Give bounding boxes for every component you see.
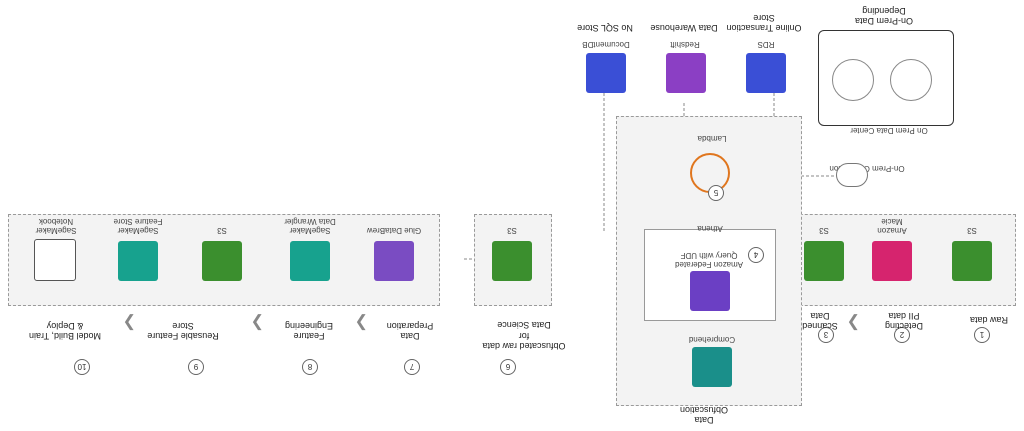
- oltp-store-label: Online Transaction Store: [726, 12, 802, 33]
- step-10-badge: 10: [74, 359, 90, 375]
- s3-ds-label: S3: [507, 226, 517, 235]
- lambda-label: Lambda: [697, 134, 727, 143]
- rds-label: RDS: [757, 40, 775, 49]
- step-4-label: Data Obfuscation: [679, 404, 729, 425]
- feature-store-label: SageMaker Feature Store: [113, 216, 163, 235]
- notebook-label: SageMaker Notebook: [35, 216, 77, 235]
- step-4-badge: 4: [748, 247, 764, 263]
- documentdb-icon: [586, 53, 626, 93]
- step-1-badge: 1: [974, 327, 990, 343]
- feature-store-icon: [118, 241, 158, 281]
- step-6-label: Obfuscated raw data for Data Science: [482, 320, 566, 351]
- glue-databrew-label: Glue DataBrew: [366, 226, 422, 235]
- cloud-icon: [836, 163, 868, 187]
- data-warehouse-label: Data Warehouse: [650, 23, 718, 33]
- notebook-icon: [34, 239, 76, 281]
- step-5-badge: 5: [708, 185, 724, 201]
- step-8-badge: 8: [302, 359, 318, 375]
- onprem-db-icon-1: [890, 59, 932, 101]
- redshift-icon: [666, 53, 706, 93]
- comprehend-icon: [692, 347, 732, 387]
- data-wrangler-label: SageMaker Data Wrangler: [284, 216, 336, 235]
- athena-icon: [690, 271, 730, 311]
- step-3-label: Scanned Data: [802, 310, 838, 331]
- s3-fs-label: S3: [217, 226, 227, 235]
- step-10-label: Model Build, Train & Deploy: [28, 320, 102, 341]
- onprem-datacenter-label: On Prem Data Center: [850, 126, 928, 135]
- onprem-db-icon-2: [832, 59, 874, 101]
- redshift-label: Redshift: [670, 40, 700, 49]
- s3-raw-label: S3: [967, 226, 977, 235]
- s3-raw-icon: [952, 241, 992, 281]
- step-8-label: Feature Engineering: [284, 320, 334, 341]
- rds-icon: [746, 53, 786, 93]
- chevron-icon-3: ❯: [250, 314, 264, 331]
- s3-scanned-icon: [804, 241, 844, 281]
- step-1-label: Raw data: [969, 315, 1009, 325]
- step-9-badge: 9: [188, 359, 204, 375]
- chevron-icon-2: ❯: [354, 314, 368, 331]
- nosql-store-label: No SQL Store: [577, 23, 633, 33]
- onprem-stores-label: On-Prem Data Depending: [854, 5, 914, 26]
- step-9-label: Reusable Feature Store: [147, 320, 219, 341]
- macie-icon: [872, 241, 912, 281]
- step-7-label: Data Preparation: [386, 320, 434, 341]
- s3-fs-icon: [202, 241, 242, 281]
- comprehend-label: Comprehend: [688, 335, 736, 344]
- glue-databrew-icon: [374, 241, 414, 281]
- data-wrangler-icon: [290, 241, 330, 281]
- s3-scanned-label: S3: [819, 226, 829, 235]
- step-7-badge: 7: [404, 359, 420, 375]
- chevron-icon-4: ❯: [122, 314, 136, 331]
- step-6-badge: 6: [500, 359, 516, 375]
- step-2-label: Detecting PII data: [884, 310, 924, 331]
- documentdb-label: DocumentDB: [582, 40, 630, 49]
- athena-label: Athena: [697, 224, 723, 233]
- chevron-icon-1: ❯: [846, 314, 860, 331]
- macie-label: Amazon Macie: [877, 216, 907, 235]
- s3-ds-icon: [492, 241, 532, 281]
